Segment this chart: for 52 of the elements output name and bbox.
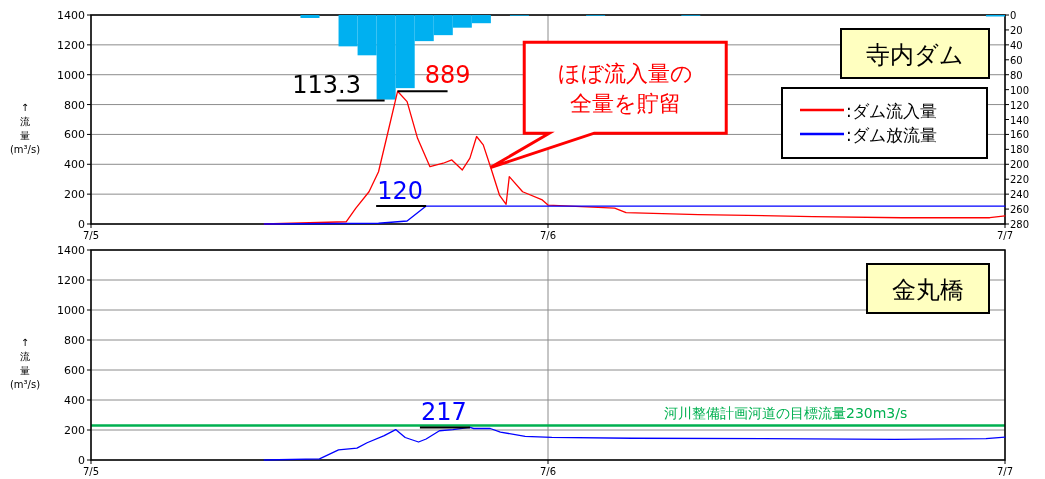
- y2-tick-label: 240: [1010, 189, 1030, 201]
- value-label: 113.3: [292, 70, 386, 102]
- y-tick-label: 1200: [57, 38, 85, 52]
- y-tick-label: 600: [64, 128, 85, 142]
- y2-tick-label: 220: [1010, 174, 1030, 186]
- legend-label: :ダム流入量: [846, 101, 937, 121]
- x-tick-label: 7/5: [82, 230, 100, 241]
- data-label: 889: [424, 61, 471, 90]
- y-tick-label: 1000: [57, 68, 85, 82]
- y2-tick-label: 20: [1010, 24, 1023, 36]
- y2-tick-label: 200: [1010, 159, 1030, 171]
- y-tick-label: 200: [64, 188, 85, 202]
- text: 金丸橋: [892, 275, 964, 304]
- y2-tick-label: 80: [1010, 69, 1023, 81]
- y-tick-label: 1200: [57, 274, 85, 287]
- y2-tick-label: 100: [1010, 84, 1030, 96]
- legend-label: :ダム放流量: [846, 125, 937, 145]
- x-tick-label: 7/6: [539, 466, 557, 477]
- y2-tick-label: 260: [1010, 204, 1030, 216]
- y-tick-label: 1400: [57, 9, 85, 22]
- y2-tick-label: 60: [1010, 54, 1023, 66]
- y-tick-label: 200: [64, 424, 85, 437]
- y2-tick-label: 160: [1010, 129, 1030, 141]
- y-tick-label: 400: [64, 394, 85, 407]
- y-tick-label: 1400: [57, 244, 85, 257]
- callout: ほぼ流入量の全量を貯留: [488, 40, 728, 170]
- y-axis-title: ↑流量(m³/s): [9, 101, 41, 155]
- value-label: 217: [418, 398, 471, 429]
- x-tick-label: 7/6: [539, 230, 557, 241]
- y-tick-label: 800: [64, 334, 85, 347]
- text: 寺内ダム: [866, 40, 964, 69]
- y2-tick-label: 120: [1010, 99, 1030, 111]
- y-tick-label: 400: [64, 158, 85, 172]
- x-tick-label: 7/7: [996, 230, 1014, 241]
- y-tick-label: 0: [78, 454, 85, 467]
- x-tick-label: 7/5: [82, 466, 100, 477]
- value-label: 889: [396, 61, 471, 93]
- ref-line-label: 河川整備計画河道の目標流量230m3/s: [664, 404, 908, 421]
- y2-tick-label: 0: [1010, 10, 1017, 21]
- y2-tick-label: 280: [1010, 219, 1030, 230]
- value-label: 120: [375, 177, 428, 208]
- data-label: 113.3: [292, 70, 361, 99]
- y2-tick-label: 140: [1010, 114, 1030, 126]
- y2-tick-label: 40: [1010, 39, 1023, 51]
- y-tick-label: 800: [64, 98, 85, 112]
- y-tick-label: 600: [64, 364, 85, 377]
- y-axis-title: ↑流量(m³/s): [9, 337, 41, 390]
- y-tick-label: 1000: [57, 304, 85, 317]
- y2-tick-label: 180: [1010, 144, 1030, 156]
- x-tick-label: 7/7: [996, 466, 1014, 477]
- y-tick-label: 0: [78, 218, 85, 231]
- annotation: ほぼ流入量の全量を貯留: [557, 60, 693, 116]
